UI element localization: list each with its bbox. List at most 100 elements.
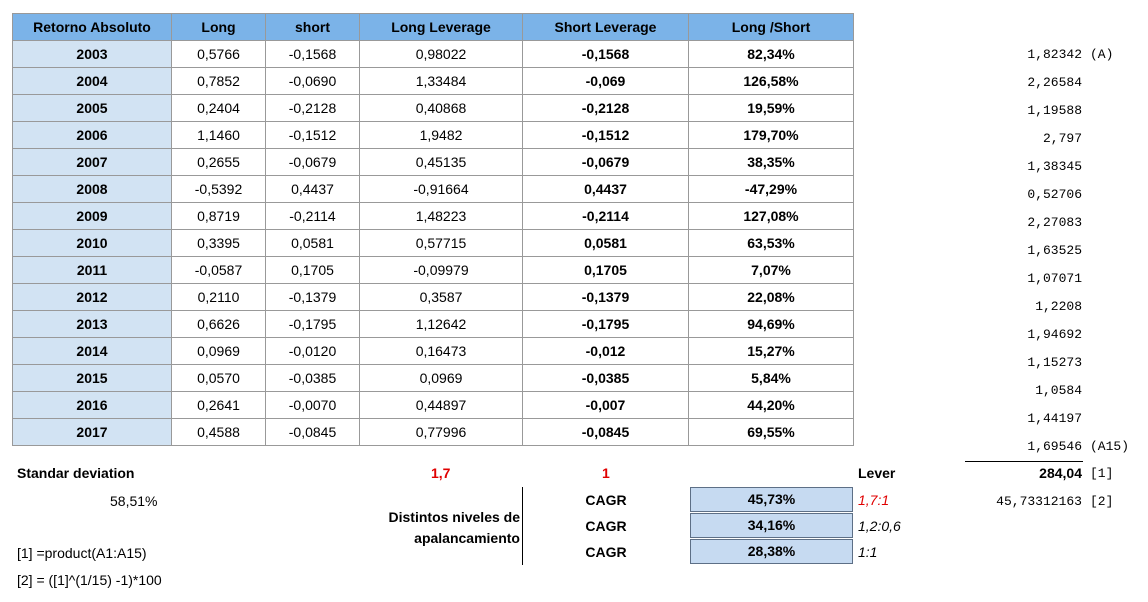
cumulative-factor[interactable]: 1,38345 xyxy=(1027,159,1082,174)
short-cell[interactable]: 0,0581 xyxy=(265,229,360,257)
year-cell[interactable]: 2008 xyxy=(12,175,172,203)
cumulative-factor[interactable]: 1,19588 xyxy=(1027,103,1082,118)
cagr-raw-value[interactable]: 45,73312163 xyxy=(996,494,1082,509)
short-cell[interactable]: -0,0385 xyxy=(265,364,360,392)
year-cell[interactable]: 2010 xyxy=(12,229,172,257)
short-cell[interactable]: 0,4437 xyxy=(265,175,360,203)
cumulative-factor[interactable]: 1,15273 xyxy=(1027,355,1082,370)
year-cell[interactable]: 2014 xyxy=(12,337,172,365)
short-leverage-cell[interactable]: -0,069 xyxy=(522,67,689,95)
short-leverage-cell[interactable]: -0,1379 xyxy=(522,283,689,311)
long-leverage-cell[interactable]: 1,33484 xyxy=(359,67,523,95)
long-leverage-cell[interactable]: 0,0969 xyxy=(359,364,523,392)
long-leverage-cell[interactable]: -0,09979 xyxy=(359,256,523,284)
long-cell[interactable]: 0,8719 xyxy=(171,202,266,230)
long-cell[interactable]: -0,5392 xyxy=(171,175,266,203)
short-cell[interactable]: -0,0845 xyxy=(265,418,360,446)
long-leverage-cell[interactable]: 1,12642 xyxy=(359,310,523,338)
cumulative-factor[interactable]: 1,07071 xyxy=(1027,271,1082,286)
long-short-cell[interactable]: 5,84% xyxy=(688,364,854,392)
cagr-value[interactable]: 34,16% xyxy=(690,513,853,538)
short-leverage-cell[interactable]: -0,007 xyxy=(522,391,689,419)
long-leverage-cell[interactable]: 0,3587 xyxy=(359,283,523,311)
long-cell[interactable]: 0,6626 xyxy=(171,310,266,338)
long-cell[interactable]: 0,2110 xyxy=(171,283,266,311)
short-cell[interactable]: -0,1512 xyxy=(265,121,360,149)
short-leverage-cell[interactable]: -0,1568 xyxy=(522,40,689,68)
cagr-value[interactable]: 45,73% xyxy=(690,487,853,512)
cumulative-factor[interactable]: 1,0584 xyxy=(1035,383,1082,398)
year-cell[interactable]: 2016 xyxy=(12,391,172,419)
year-cell[interactable]: 2013 xyxy=(12,310,172,338)
cumulative-factor[interactable]: 1,2208 xyxy=(1035,299,1082,314)
long-cell[interactable]: 0,3395 xyxy=(171,229,266,257)
long-short-cell[interactable]: 82,34% xyxy=(688,40,854,68)
long-cell[interactable]: -0,0587 xyxy=(171,256,266,284)
long-leverage-cell[interactable]: 1,48223 xyxy=(359,202,523,230)
long-cell[interactable]: 0,5766 xyxy=(171,40,266,68)
cumulative-factor[interactable]: 0,52706 xyxy=(1027,187,1082,202)
long-cell[interactable]: 0,2404 xyxy=(171,94,266,122)
long-leverage-cell[interactable]: 1,9482 xyxy=(359,121,523,149)
short-leverage-cell[interactable]: -0,1795 xyxy=(522,310,689,338)
std-value[interactable]: 58,51% xyxy=(110,493,158,509)
short-cell[interactable]: -0,1568 xyxy=(265,40,360,68)
long-short-cell[interactable]: 19,59% xyxy=(688,94,854,122)
header-retorno-absoluto[interactable]: Retorno Absoluto xyxy=(12,13,172,41)
long-cell[interactable]: 0,2655 xyxy=(171,148,266,176)
short-leverage-cell[interactable]: -0,1512 xyxy=(522,121,689,149)
cumulative-factor[interactable]: 2,26584 xyxy=(1027,75,1082,90)
long-short-cell[interactable]: -47,29% xyxy=(688,175,854,203)
cumulative-factor[interactable]: 1,69546 xyxy=(1027,439,1082,454)
short-cell[interactable]: 0,1705 xyxy=(265,256,360,284)
cumulative-factor[interactable]: 1,82342 xyxy=(1027,47,1082,62)
long-short-cell[interactable]: 127,08% xyxy=(688,202,854,230)
long-leverage-cell[interactable]: 0,44897 xyxy=(359,391,523,419)
long-short-cell[interactable]: 22,08% xyxy=(688,283,854,311)
long-leverage-cell[interactable]: 0,16473 xyxy=(359,337,523,365)
long-factor[interactable]: 1,7 xyxy=(431,465,451,481)
year-cell[interactable]: 2007 xyxy=(12,148,172,176)
cumulative-factor[interactable]: 1,44197 xyxy=(1027,411,1082,426)
short-factor[interactable]: 1 xyxy=(602,465,610,481)
long-short-cell[interactable]: 63,53% xyxy=(688,229,854,257)
long-cell[interactable]: 1,1460 xyxy=(171,121,266,149)
long-cell[interactable]: 0,2641 xyxy=(171,391,266,419)
lever-label[interactable]: Lever xyxy=(858,465,896,481)
long-leverage-cell[interactable]: 0,57715 xyxy=(359,229,523,257)
long-leverage-cell[interactable]: 0,98022 xyxy=(359,40,523,68)
short-leverage-cell[interactable]: 0,4437 xyxy=(522,175,689,203)
header-long-short[interactable]: Long /Short xyxy=(688,13,854,41)
cumulative-factor[interactable]: 1,94692 xyxy=(1027,327,1082,342)
long-leverage-cell[interactable]: 0,40868 xyxy=(359,94,523,122)
long-cell[interactable]: 0,0969 xyxy=(171,337,266,365)
year-cell[interactable]: 2011 xyxy=(12,256,172,284)
short-cell[interactable]: -0,0070 xyxy=(265,391,360,419)
short-leverage-cell[interactable]: -0,0679 xyxy=(522,148,689,176)
long-leverage-cell[interactable]: 0,45135 xyxy=(359,148,523,176)
long-short-cell[interactable]: 179,70% xyxy=(688,121,854,149)
cagr-value[interactable]: 28,38% xyxy=(690,539,853,564)
short-cell[interactable]: -0,1795 xyxy=(265,310,360,338)
header-long[interactable]: Long xyxy=(171,13,266,41)
year-cell[interactable]: 2012 xyxy=(12,283,172,311)
short-leverage-cell[interactable]: -0,0845 xyxy=(522,418,689,446)
short-leverage-cell[interactable]: -0,2114 xyxy=(522,202,689,230)
long-short-cell[interactable]: 38,35% xyxy=(688,148,854,176)
long-short-cell[interactable]: 126,58% xyxy=(688,67,854,95)
short-cell[interactable]: -0,0120 xyxy=(265,337,360,365)
long-leverage-cell[interactable]: -0,91664 xyxy=(359,175,523,203)
long-short-cell[interactable]: 69,55% xyxy=(688,418,854,446)
year-cell[interactable]: 2004 xyxy=(12,67,172,95)
cumulative-factor[interactable]: 2,27083 xyxy=(1027,215,1082,230)
short-cell[interactable]: -0,0690 xyxy=(265,67,360,95)
short-cell[interactable]: -0,0679 xyxy=(265,148,360,176)
long-cell[interactable]: 0,4588 xyxy=(171,418,266,446)
year-cell[interactable]: 2003 xyxy=(12,40,172,68)
short-leverage-cell[interactable]: -0,2128 xyxy=(522,94,689,122)
product-value[interactable]: 284,04 xyxy=(1039,465,1082,481)
year-cell[interactable]: 2006 xyxy=(12,121,172,149)
long-short-cell[interactable]: 15,27% xyxy=(688,337,854,365)
year-cell[interactable]: 2005 xyxy=(12,94,172,122)
long-cell[interactable]: 0,7852 xyxy=(171,67,266,95)
